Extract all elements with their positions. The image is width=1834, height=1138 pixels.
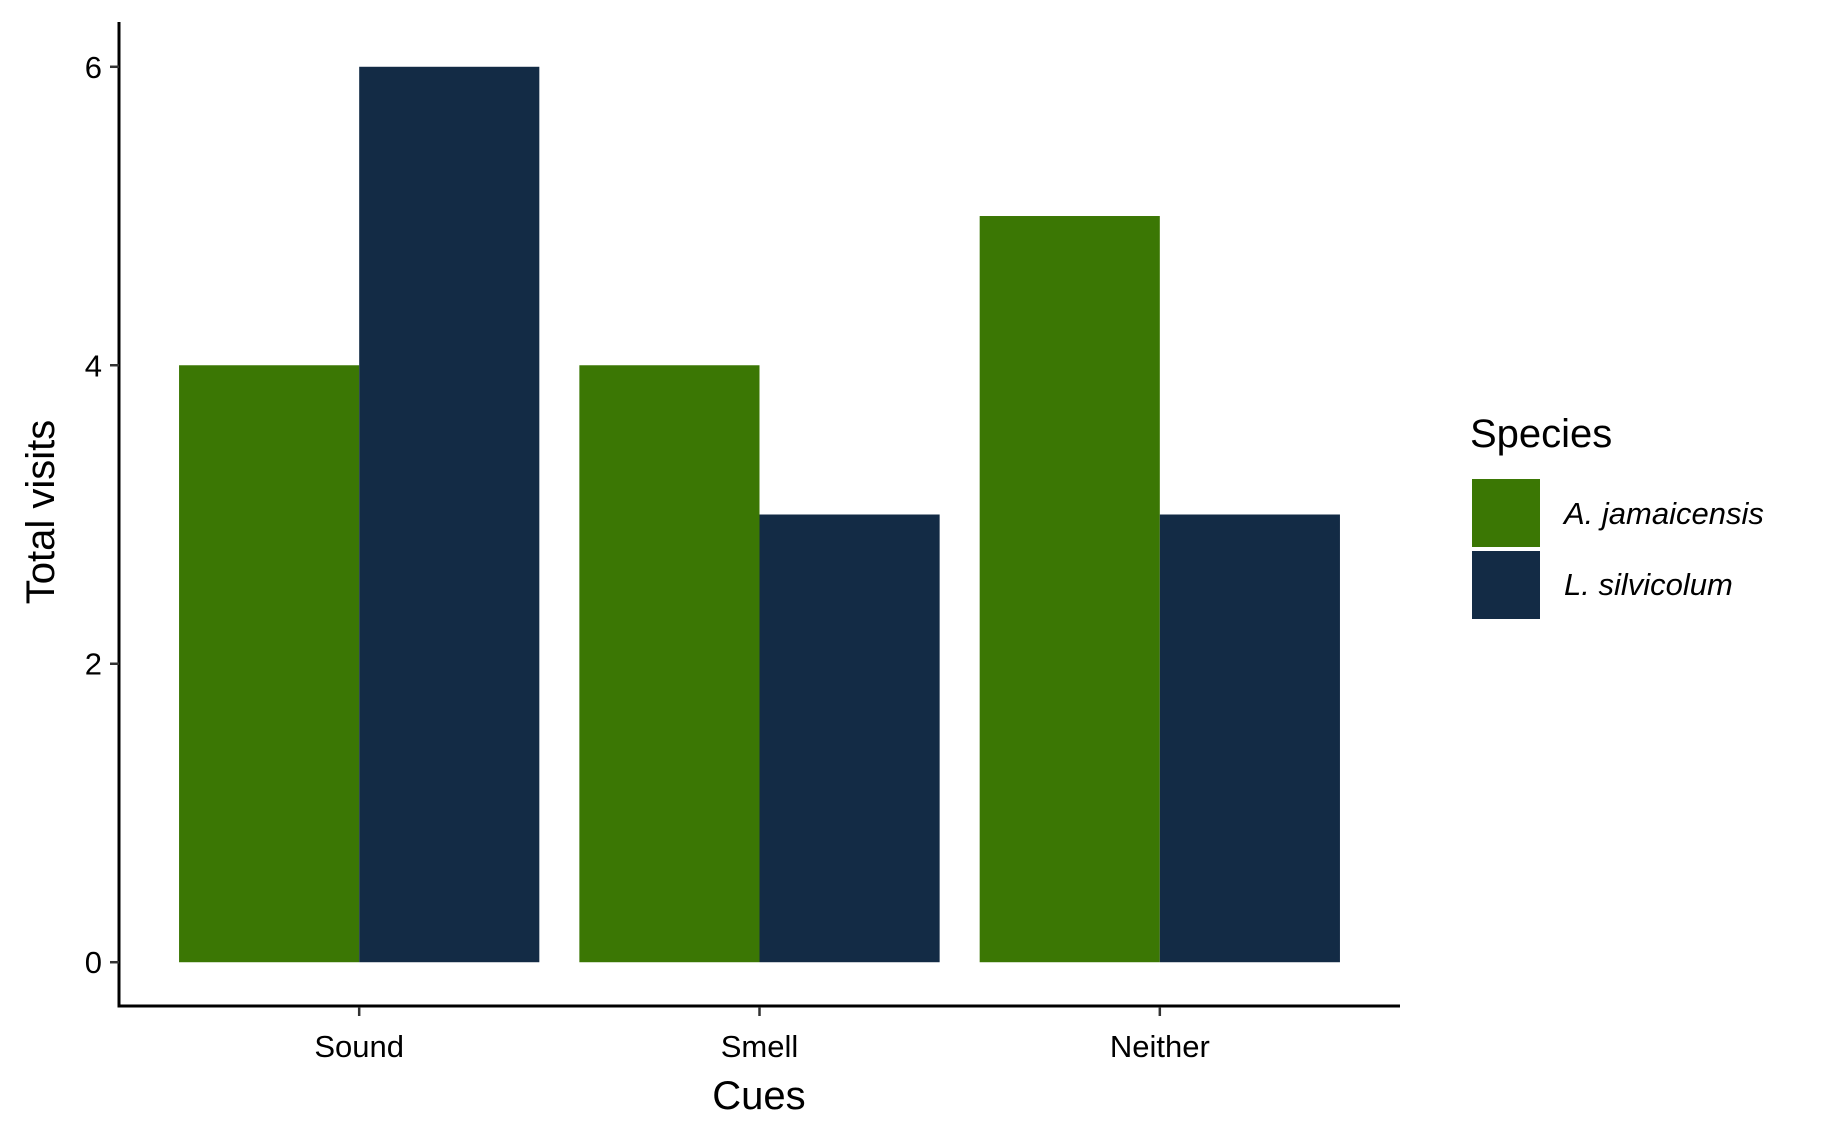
x-ticks: Sound Smell Neither: [314, 1007, 1210, 1064]
axes-layer: [117, 22, 1400, 1008]
x-tick-label: Sound: [314, 1029, 404, 1064]
bar-smell-series-1: [759, 514, 940, 963]
legend-label-a-jamaicensis: A. jamaicensis: [1562, 496, 1764, 531]
y-tick-label: 0: [85, 945, 102, 980]
x-axis-title: Cues: [712, 1074, 805, 1118]
x-tick-label: Smell: [721, 1029, 799, 1064]
legend-title: Species: [1470, 412, 1612, 456]
x-tick-label: Neither: [1110, 1029, 1210, 1064]
bar-neither-series-0: [979, 216, 1160, 963]
y-tick-label: 6: [85, 50, 102, 85]
legend-label-l-silvicolum: L. silvicolum: [1564, 567, 1733, 602]
legend: Species A. jamaicensis L. silvicolum: [1470, 412, 1764, 619]
legend-key-a-jamaicensis: [1472, 479, 1540, 547]
bar-sound-series-1: [359, 66, 540, 963]
bar-smell-series-0: [579, 365, 760, 963]
bar-sound-series-0: [179, 365, 360, 963]
bars-layer: [179, 66, 1340, 963]
y-axis-title: Total visits: [19, 420, 63, 605]
bar-neither-series-1: [1159, 514, 1340, 963]
y-ticks: 0 2 4 6: [85, 50, 119, 980]
legend-key-l-silvicolum: [1472, 551, 1540, 619]
y-tick-label: 4: [85, 348, 102, 383]
y-tick-label: 2: [85, 647, 102, 682]
